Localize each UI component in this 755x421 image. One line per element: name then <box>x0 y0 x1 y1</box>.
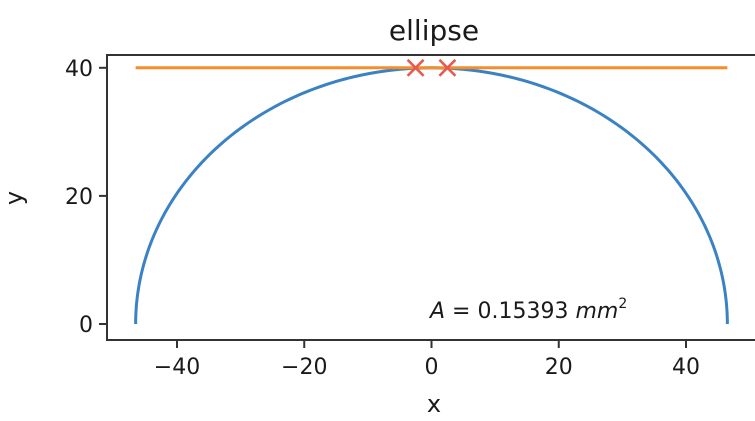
x-tick-label: −20 <box>281 355 327 380</box>
annotation-value: = 0.15393 <box>445 299 575 324</box>
intersection-marker <box>438 58 457 77</box>
chart-title: ellipse <box>389 14 479 47</box>
y-tick-label: 0 <box>79 313 93 338</box>
annotation-lhs: A <box>428 299 445 324</box>
plot-frame <box>106 54 755 341</box>
x-axis-label: x <box>427 390 441 418</box>
plot-area <box>134 58 729 325</box>
x-tick-label: −40 <box>154 355 200 380</box>
x-tick-label: 20 <box>545 355 573 380</box>
ellipse-curve <box>134 66 729 325</box>
y-axis-label: y <box>0 191 28 205</box>
area-annotation: A = 0.15393 mm2 <box>428 296 627 324</box>
annotation-unit: mm <box>575 299 618 324</box>
x-axis: −40 −20 0 20 40 <box>154 340 700 380</box>
y-tick-label: 40 <box>65 57 93 82</box>
intersection-marker <box>406 58 425 77</box>
y-axis: 0 20 40 <box>65 57 107 338</box>
x-tick-label: 0 <box>425 355 439 380</box>
y-tick-label: 20 <box>65 185 93 210</box>
annotation-exponent: 2 <box>618 296 627 312</box>
x-tick-label: 40 <box>672 355 700 380</box>
